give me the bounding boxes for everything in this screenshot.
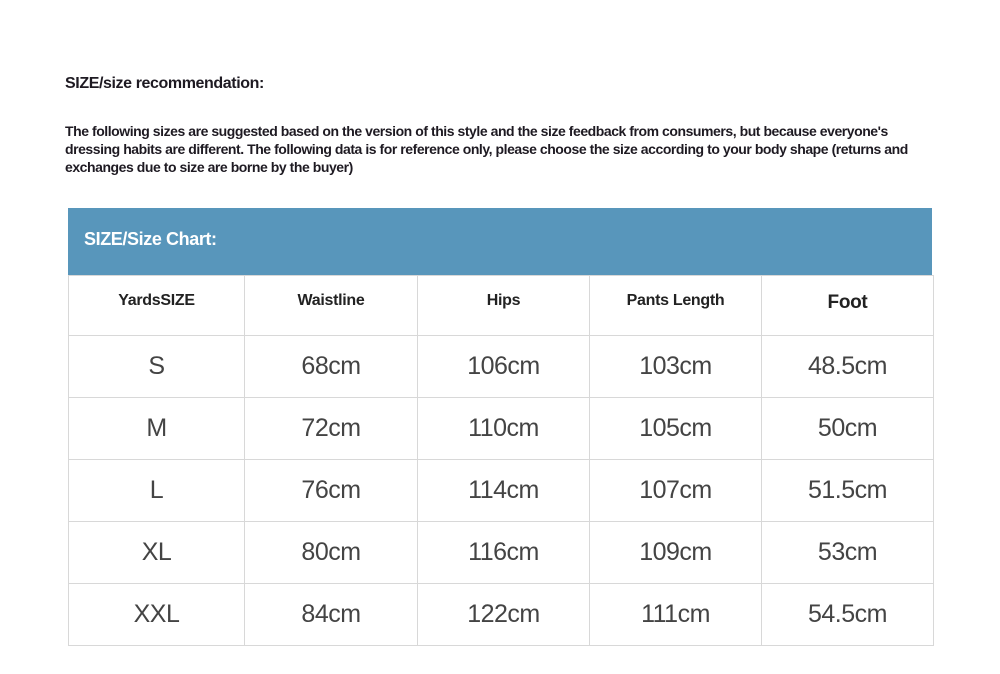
table-cell: 76cm bbox=[244, 459, 418, 522]
table-cell: 68cm bbox=[244, 335, 418, 398]
table-cell: M bbox=[68, 397, 245, 460]
table-cell: 48.5cm bbox=[761, 335, 934, 398]
table-cell: 122cm bbox=[417, 583, 590, 646]
table-row: M 72cm 110cm 105cm 50cm bbox=[68, 397, 934, 460]
column-header: YardsSIZE bbox=[68, 275, 245, 336]
page-title: SIZE/size recommendation: bbox=[65, 75, 264, 92]
table-cell: 103cm bbox=[589, 335, 762, 398]
table-cell: 116cm bbox=[417, 521, 590, 584]
table-cell: 54.5cm bbox=[761, 583, 934, 646]
table-cell: 84cm bbox=[244, 583, 418, 646]
size-chart-title: SIZE/Size Chart: bbox=[84, 229, 217, 249]
table-cell: L bbox=[68, 459, 245, 522]
table-cell: 72cm bbox=[244, 397, 418, 460]
column-header: Waistline bbox=[244, 275, 418, 336]
table-cell: 114cm bbox=[417, 459, 590, 522]
size-chart-table: YardsSIZE Waistline Hips Pants Length Foot S… bbox=[68, 275, 934, 646]
table-cell: S bbox=[68, 335, 245, 398]
table-cell: 106cm bbox=[417, 335, 590, 398]
table-row: XXL 84cm 122cm 111cm 54.5cm bbox=[68, 583, 934, 646]
size-chart-header: SIZE/Size Chart: bbox=[68, 208, 932, 275]
table-cell: XXL bbox=[68, 583, 245, 646]
size-note: The following sizes are suggested based … bbox=[65, 123, 908, 175]
table-cell: 111cm bbox=[589, 583, 762, 646]
table-cell: 80cm bbox=[244, 521, 418, 584]
table-cell: XL bbox=[68, 521, 245, 584]
table-row: L 76cm 114cm 107cm 51.5cm bbox=[68, 459, 934, 522]
column-header: Foot bbox=[761, 275, 934, 336]
table-cell: 105cm bbox=[589, 397, 762, 460]
table-row: S 68cm 106cm 103cm 48.5cm bbox=[68, 335, 934, 398]
table-cell: 51.5cm bbox=[761, 459, 934, 522]
table-cell: 107cm bbox=[589, 459, 762, 522]
column-header: Pants Length bbox=[589, 275, 762, 336]
table-header-row: YardsSIZE Waistline Hips Pants Length Foot bbox=[68, 275, 934, 336]
table-cell: 109cm bbox=[589, 521, 762, 584]
column-header: Hips bbox=[417, 275, 590, 336]
table-cell: 50cm bbox=[761, 397, 934, 460]
table-row: XL 80cm 116cm 109cm 53cm bbox=[68, 521, 934, 584]
table-cell: 53cm bbox=[761, 521, 934, 584]
table-cell: 110cm bbox=[417, 397, 590, 460]
